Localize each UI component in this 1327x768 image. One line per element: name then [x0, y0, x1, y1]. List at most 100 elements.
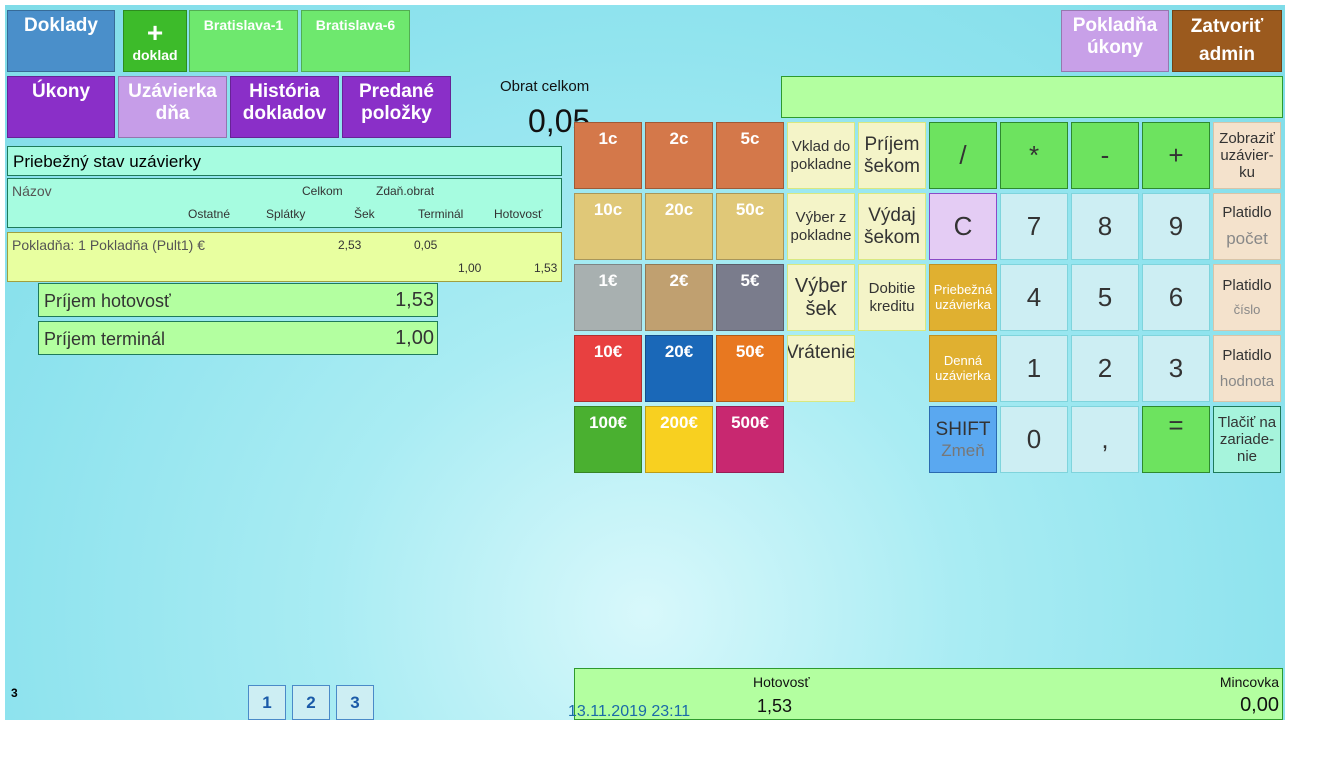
print-device-button[interactable]: Tlačiť na zariade-nie: [1213, 406, 1281, 473]
platidlo-pocet-button[interactable]: Platidlo počet: [1213, 193, 1281, 260]
vyber-button[interactable]: Výber z pokladne: [787, 193, 855, 260]
coin-button-500eur[interactable]: 500€: [716, 406, 784, 473]
tab-bratislava-6[interactable]: Bratislava-6: [301, 10, 410, 72]
multiply-key[interactable]: *: [1000, 122, 1068, 189]
row-name: Pokladňa: 1 Pokladňa (Pult1) €: [12, 237, 206, 253]
row-hotovost: 1,53: [534, 261, 558, 275]
pocet-label: počet: [1226, 229, 1268, 249]
vyber-sek-button[interactable]: Výber šek: [787, 264, 855, 331]
footer-hotovost-label: Hotovosť: [753, 674, 810, 690]
tab-bratislava-1[interactable]: Bratislava-1: [189, 10, 298, 72]
close-admin-button[interactable]: Zatvoriť admin: [1172, 10, 1282, 72]
coin-button-50c[interactable]: 50c: [716, 193, 784, 260]
new-document-button[interactable]: + doklad: [123, 10, 187, 72]
key-7[interactable]: 7: [1000, 193, 1068, 260]
pos-screen: Doklady + doklad Bratislava-1 Bratislava-…: [5, 5, 1285, 720]
coin-button-5c[interactable]: 5c: [716, 122, 784, 189]
hodnota-label: hodnota: [1219, 372, 1275, 390]
shift-label: SHIFT: [935, 418, 991, 440]
pokladna-ukony-button[interactable]: Pokladňa úkony: [1061, 10, 1169, 72]
platidlo-label: Platidlo: [1222, 204, 1272, 222]
zobrazit-uzavierku-button[interactable]: Zobraziť uzávier-ku: [1213, 122, 1281, 189]
plus-key[interactable]: +: [1142, 122, 1210, 189]
row-zdan: 0,05: [414, 238, 438, 252]
divide-key[interactable]: /: [929, 122, 997, 189]
key-1[interactable]: 1: [1000, 335, 1068, 402]
clear-key[interactable]: C: [929, 193, 997, 260]
equals-key[interactable]: =: [1142, 406, 1210, 473]
coin-button-20eur[interactable]: 20€: [645, 335, 713, 402]
coin-button-100eur[interactable]: 100€: [574, 406, 642, 473]
obrat-label: Obrat celkom: [500, 78, 590, 95]
footer-mincovka-value: 0,00: [1240, 694, 1279, 716]
page-3-button[interactable]: 3: [336, 685, 374, 720]
col-sek: Šek: [354, 207, 375, 221]
predane-polozky-button[interactable]: Predané položky: [342, 76, 451, 138]
report-header: Názov Celkom Zdaň.obrat Ostatné Splátky …: [7, 178, 562, 228]
col-hotovost: Hotovosť: [494, 207, 543, 221]
prijem-terminal-row: Príjem terminál 1,00: [38, 321, 438, 355]
row-terminal: 1,00: [458, 261, 482, 275]
historia-dokladov-button[interactable]: História dokladov: [230, 76, 339, 138]
priebezna-uzavierka-button[interactable]: Priebežná uzávierka: [929, 264, 997, 331]
minus-key[interactable]: -: [1071, 122, 1139, 189]
platidlo-label: Platidlo: [1222, 277, 1272, 295]
coin-button-5eur[interactable]: 5€: [716, 264, 784, 331]
ukony-button[interactable]: Úkony: [7, 76, 115, 138]
platidlo-label: Platidlo: [1222, 347, 1272, 365]
col-splatky: Splátky: [266, 207, 306, 221]
key-2[interactable]: 2: [1071, 335, 1139, 402]
denna-uzavierka-button[interactable]: Denná uzávierka: [929, 335, 997, 402]
cislo-label: číslo: [1233, 301, 1261, 317]
col-celkom: Celkom: [302, 184, 343, 198]
footer-hotovost-value: 1,53: [757, 696, 793, 716]
datetime: 13.11.2019 23:11: [568, 703, 691, 720]
coin-button-2eur[interactable]: 2€: [645, 264, 713, 331]
report-row[interactable]: Pokladňa: 1 Pokladňa (Pult1) € 2,53 0,05…: [7, 232, 562, 282]
report-title: Priebežný stav uzávierky: [7, 146, 562, 176]
prijem-terminal-value: 1,00: [395, 327, 434, 349]
vratenie-button[interactable]: Vrátenie: [787, 335, 855, 402]
prijem-sekom-button[interactable]: Príjem šekom: [858, 122, 926, 189]
vklad-button[interactable]: Vklad do pokladne: [787, 122, 855, 189]
coin-button-2c[interactable]: 2c: [645, 122, 713, 189]
footer-panel: Hotovosť 1,53 Mincovka 0,00: [574, 668, 1283, 720]
new-document-label: doklad: [132, 46, 178, 63]
input-display: [781, 76, 1283, 118]
coin-button-50eur[interactable]: 50€: [716, 335, 784, 402]
col-terminal: Terminál: [418, 207, 464, 221]
prijem-hotovost-row: Príjem hotovosť 1,53: [38, 283, 438, 317]
key-4[interactable]: 4: [1000, 264, 1068, 331]
key-5[interactable]: 5: [1071, 264, 1139, 331]
coin-button-10eur[interactable]: 10€: [574, 335, 642, 402]
coin-button-1c[interactable]: 1c: [574, 122, 642, 189]
footer-mincovka-label: Mincovka: [1219, 674, 1279, 690]
col-nazov: Názov: [12, 183, 52, 199]
prijem-hotovost-value: 1,53: [395, 289, 434, 311]
col-ostatne: Ostatné: [188, 207, 231, 221]
prijem-hotovost-label: Príjem hotovosť: [44, 291, 171, 311]
page-1-button[interactable]: 1: [248, 685, 286, 720]
key-6[interactable]: 6: [1142, 264, 1210, 331]
col-zdan: Zdaň.obrat: [376, 184, 435, 198]
row-celkom: 2,53: [338, 238, 362, 252]
key-9[interactable]: 9: [1142, 193, 1210, 260]
comma-key[interactable]: ,: [1071, 406, 1139, 473]
coin-button-200eur[interactable]: 200€: [645, 406, 713, 473]
platidlo-hodnota-button[interactable]: Platidlo hodnota: [1213, 335, 1281, 402]
plus-icon: +: [146, 16, 164, 48]
coin-button-1eur[interactable]: 1€: [574, 264, 642, 331]
coin-button-10c[interactable]: 10c: [574, 193, 642, 260]
doklady-button[interactable]: Doklady: [7, 10, 115, 72]
vydaj-sekom-button[interactable]: Výdaj šekom: [858, 193, 926, 260]
uzavierka-dna-button[interactable]: Uzávierka dňa: [118, 76, 227, 138]
platidlo-cislo-button[interactable]: Platidlo číslo: [1213, 264, 1281, 331]
dobitie-kreditu-button[interactable]: Dobitie kreditu: [858, 264, 926, 331]
key-0[interactable]: 0: [1000, 406, 1068, 473]
coin-button-20c[interactable]: 20c: [645, 193, 713, 260]
key-8[interactable]: 8: [1071, 193, 1139, 260]
shift-sub-label: Zmeň: [941, 440, 985, 460]
page-2-button[interactable]: 2: [292, 685, 330, 720]
shift-button[interactable]: SHIFT Zmeň: [929, 406, 997, 473]
key-3[interactable]: 3: [1142, 335, 1210, 402]
